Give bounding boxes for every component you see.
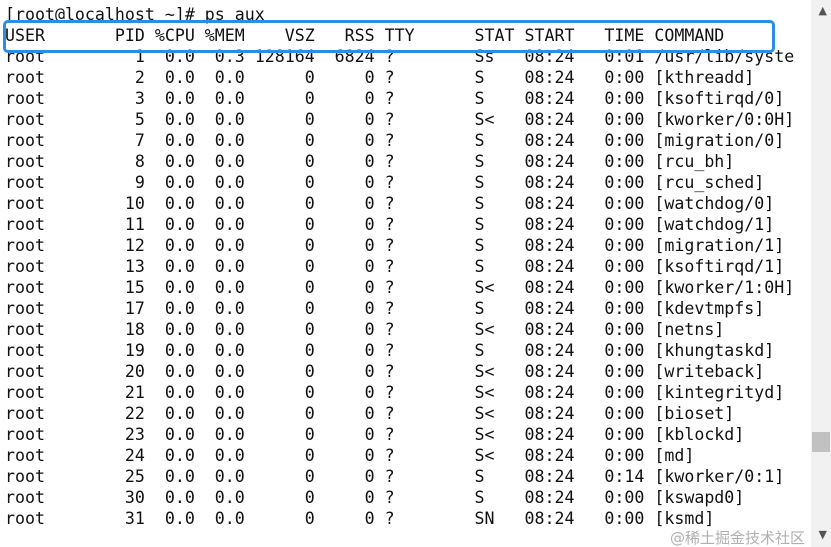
process-row: root 31 0.0 0.0 0 0 ? SN 08:24 0:00 [ksm… [5,509,715,528]
process-row: root 17 0.0 0.0 0 0 ? S 08:24 0:00 [kdev… [5,299,765,318]
scroll-up-icon[interactable]: ▲ [818,4,827,17]
process-row: root 22 0.0 0.0 0 0 ? S< 08:24 0:00 [bio… [5,404,735,423]
process-row: root 9 0.0 0.0 0 0 ? S 08:24 0:00 [rcu_s… [5,173,765,192]
process-row: root 2 0.0 0.0 0 0 ? S 08:24 0:00 [kthre… [5,68,755,87]
process-row: root 19 0.0 0.0 0 0 ? S 08:24 0:00 [khun… [5,341,775,360]
process-row: root 11 0.0 0.0 0 0 ? S 08:24 0:00 [watc… [5,215,775,234]
terminal[interactable]: [root@localhost ~]# ps aux USER PID %CPU… [0,0,810,547]
scrollbar-thumb[interactable] [812,432,830,452]
watermark: @稀土掘金技术社区 [669,529,805,547]
process-row: root 10 0.0 0.0 0 0 ? S 08:24 0:00 [watc… [5,194,775,213]
column-header: USER PID %CPU %MEM VSZ RSS TTY STAT STAR… [5,26,725,45]
process-row: root 18 0.0 0.0 0 0 ? S< 08:24 0:00 [net… [5,320,725,339]
process-row: root 8 0.0 0.0 0 0 ? S 08:24 0:00 [rcu_b… [5,152,735,171]
process-row: root 21 0.0 0.0 0 0 ? S< 08:24 0:00 [kin… [5,383,785,402]
process-row: root 25 0.0 0.0 0 0 ? S 08:24 0:14 [kwor… [5,467,785,486]
process-row: root 13 0.0 0.0 0 0 ? S 08:24 0:00 [ksof… [5,257,785,276]
process-row: root 12 0.0 0.0 0 0 ? S 08:24 0:00 [migr… [5,236,785,255]
process-row: root 23 0.0 0.0 0 0 ? S< 08:24 0:00 [kbl… [5,425,745,444]
process-row: root 3 0.0 0.0 0 0 ? S 08:24 0:00 [ksoft… [5,89,785,108]
process-row: root 20 0.0 0.0 0 0 ? S< 08:24 0:00 [wri… [5,362,765,381]
header-highlight-box [3,20,775,53]
process-row: root 7 0.0 0.0 0 0 ? S 08:24 0:00 [migra… [5,131,785,150]
scroll-down-icon[interactable]: ▼ [818,528,827,541]
prompt-line: [root@localhost ~]# ps aux [5,5,265,24]
process-row: root 15 0.0 0.0 0 0 ? S< 08:24 0:00 [kwo… [5,278,795,297]
process-row: root 5 0.0 0.0 0 0 ? S< 08:24 0:00 [kwor… [5,110,795,129]
process-row: root 30 0.0 0.0 0 0 ? S 08:24 0:00 [kswa… [5,488,745,507]
process-row: root 24 0.0 0.0 0 0 ? S< 08:24 0:00 [md] [5,446,695,465]
scrollbar[interactable]: ▲ ▼ [811,0,831,547]
